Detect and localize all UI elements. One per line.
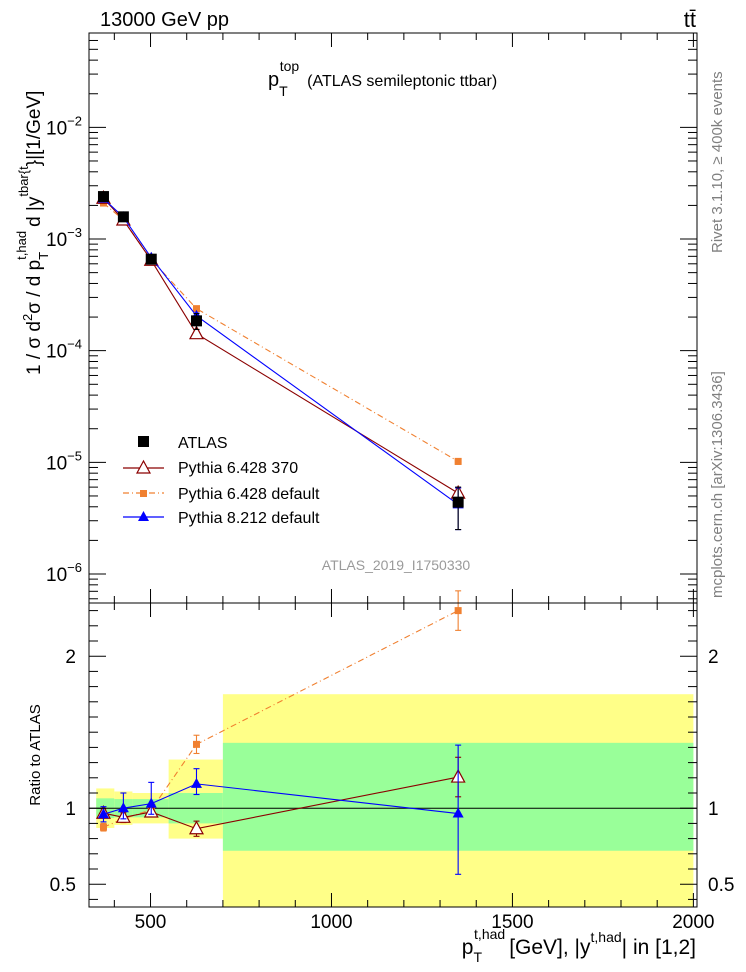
legend-label-atlas: ATLAS (178, 435, 228, 452)
x-axis-label: pTt,had[GeV], |yt,had| in [1,2] (462, 926, 696, 965)
main-atlas-point (190, 315, 202, 327)
main-atlas-point (117, 211, 129, 223)
legend-marker-py6-370 (135, 459, 152, 474)
main-y-tick-label: 10−4 (46, 337, 82, 363)
ratio-y-tick-label-right: 1 (708, 799, 719, 820)
header-energy: 13000 GeV pp (100, 9, 229, 31)
main-atlas-point (145, 253, 157, 265)
main-pythia-6-428-370-point (188, 325, 204, 340)
ratio-pythia-8-212-default-point (117, 802, 129, 813)
ratio-y-tick-label-right: 2 (708, 647, 719, 668)
legend-marker-py8-default (138, 511, 149, 521)
main-pythia-6-428-default-point (192, 305, 200, 313)
x-tick-label: 1500 (491, 912, 533, 933)
main-pythia-6-428-default-line (103, 202, 459, 462)
main-panel: 10−6 10−5 10−4 10−3 10−2 pTtop(ATLAS semilep… (14, 32, 698, 604)
ratio-pythia-8-212-default-point (190, 777, 202, 788)
main-axis-ticks: 10−6 10−5 10−4 10−3 10−2 (46, 32, 697, 603)
x-tick-label: 2000 (672, 912, 714, 933)
ratio-pythia-8-212-default-point (452, 807, 464, 818)
main-y-tick-label: 10−2 (46, 113, 82, 139)
x-tick-label: 500 (135, 912, 167, 933)
main-y-tick-label: 10−3 (46, 225, 82, 251)
ratio-panel: 0.5 0.5 1 1 2 2 500 1000 1500 2000 Ratio to ATLAS… (27, 590, 734, 965)
x-tick-label: 1000 (310, 912, 352, 933)
main-pythia-6-428-default-point (454, 457, 462, 465)
ratio-ylabel: Ratio to ATLAS (27, 704, 44, 805)
main-data-marks (95, 189, 466, 531)
main-pythia-8-212-default-line (103, 198, 459, 505)
ratio-axis-ticks: 0.5 0.5 1 1 2 2 500 1000 1500 2000 (50, 603, 734, 933)
main-ylabel: 1 / σ d2σ / d pTt,hadd |ytbar{t}|[1/GeV] (14, 91, 51, 375)
ratio-y-tick-label: 0.5 (50, 875, 76, 896)
mcplots-label: mcplots.cern.ch [arXiv:1306.3436] (709, 371, 726, 598)
ratio-pythia-6-428-default-point (454, 607, 462, 615)
ratio-frame (88, 602, 698, 908)
analysis-watermark: ATLAS_2019_I1750330 (322, 557, 471, 573)
ratio-pythia-8-212-default-point (97, 808, 109, 819)
ratio-y-tick-label: 2 (65, 647, 76, 668)
ratio-y-tick-label-right: 0.5 (708, 875, 734, 896)
ratio-pythia-8-212-default-point (145, 797, 157, 808)
legend-label-py6-370: Pythia 6.428 370 (178, 460, 298, 477)
main-y-tick-label: 10−5 (46, 448, 82, 474)
main-atlas-point (452, 496, 464, 508)
ratio-pythia-6-428-default-point (99, 823, 107, 831)
ratio-y-tick-label: 1 (65, 799, 76, 820)
main-y-tick-label: 10−6 (46, 560, 82, 586)
legend-label-py6-default: Pythia 6.428 default (178, 486, 320, 503)
legend-marker-atlas (138, 436, 149, 447)
main-pythia-6-428-370-line (103, 197, 459, 494)
main-atlas-point (97, 191, 109, 203)
legend-label-py8-default: Pythia 8.212 default (178, 510, 320, 527)
header-process: tt̄ (684, 7, 696, 32)
legend: ATLAS Pythia 6.428 370 Pythia 6.428 defa… (123, 435, 320, 527)
ratio-uncertainty-bands (96, 694, 694, 907)
rivet-version-label: Rivet 3.1.10, ≥ 400k events (709, 71, 726, 253)
main-title: pTtop(ATLAS semileptonic ttbar) (268, 58, 497, 99)
ratio-pythia-6-428-370-point (188, 820, 204, 835)
ratio-pythia-6-428-default-point (192, 740, 200, 748)
legend-marker-py6-default (140, 490, 147, 497)
